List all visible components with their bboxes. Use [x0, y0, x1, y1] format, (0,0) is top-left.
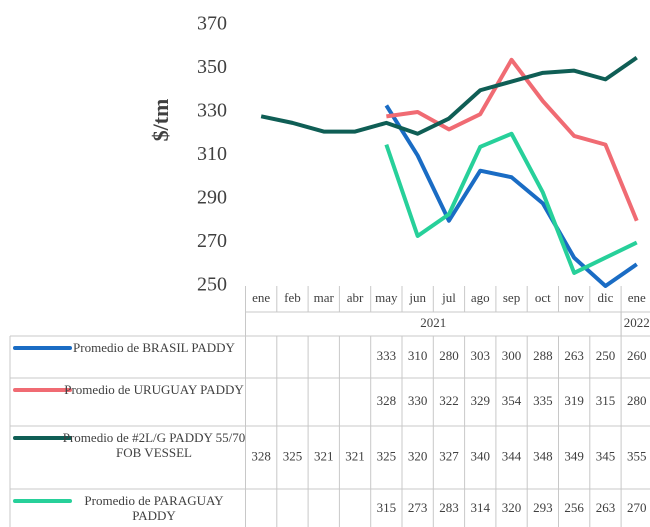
series-line — [384, 131, 638, 275]
table-value: 329 — [471, 393, 491, 408]
year-label: 2022 — [624, 315, 650, 330]
table-value: 303 — [471, 348, 491, 363]
x-tick-label: mar — [314, 290, 335, 305]
y-tick-label: 290 — [197, 187, 227, 209]
y-tick-label: 350 — [197, 56, 227, 78]
table-value: 293 — [533, 500, 553, 515]
table-value: 310 — [408, 348, 428, 363]
legend-label: Promedio de #2L/G PADDY 55/70 FOB VESSEL — [62, 430, 246, 460]
table-value: 263 — [596, 500, 616, 515]
legend-label: Promedio de BRASIL PADDY — [73, 340, 235, 355]
series-line — [386, 57, 639, 222]
table-value: 280 — [627, 393, 647, 408]
series-line — [260, 55, 638, 136]
y-tick-label: 370 — [197, 13, 227, 35]
table-value: 288 — [533, 348, 553, 363]
legend-label: Promedio de PARAGUAY PADDY — [84, 493, 224, 523]
table-value: 260 — [627, 348, 647, 363]
x-tick-label: ago — [471, 290, 490, 305]
table-value: 330 — [408, 393, 428, 408]
table-value: 348 — [533, 448, 553, 463]
table-value: 320 — [408, 448, 428, 463]
table-value: 349 — [564, 448, 584, 463]
table-value: 300 — [502, 348, 522, 363]
table-value: 355 — [627, 448, 647, 463]
legend-entry: Promedio de BRASIL PADDY — [73, 340, 235, 355]
x-tick-label: ene — [252, 290, 270, 305]
year-label: 2021 — [420, 315, 446, 330]
legend-entry: Promedio de PARAGUAY PADDY — [84, 493, 224, 523]
x-tick-label: may — [375, 290, 398, 305]
table-value: 344 — [502, 448, 522, 463]
table-value: 322 — [439, 393, 459, 408]
table-value: 320 — [502, 500, 522, 515]
legend-label: Promedio de URUGUAY PADDY — [64, 382, 244, 397]
x-tick-label: nov — [564, 290, 584, 305]
legend-entry: Promedio de #2L/G PADDY 55/70 FOB VESSEL — [62, 430, 246, 460]
x-tick-label: abr — [347, 290, 364, 305]
x-tick-label: jun — [408, 290, 426, 305]
x-tick-label: oct — [535, 290, 551, 305]
table-value: 328 — [377, 393, 397, 408]
x-tick-label: ene — [628, 290, 646, 305]
y-tick-label: 250 — [197, 274, 227, 296]
table-value: 250 — [596, 348, 616, 363]
table-value: 325 — [283, 448, 303, 463]
x-tick-label: sep — [503, 290, 520, 305]
table-value: 335 — [533, 393, 553, 408]
table-value: 256 — [564, 500, 584, 515]
table-value: 340 — [471, 448, 491, 463]
table-value: 327 — [439, 448, 459, 463]
table-value: 321 — [345, 448, 365, 463]
table-value: 345 — [596, 448, 616, 463]
y-tick-label: 310 — [197, 143, 227, 165]
table-value: 273 — [408, 500, 428, 515]
y-tick-label: 270 — [197, 230, 227, 252]
table-value: 328 — [251, 448, 271, 463]
y-tick-label: 330 — [197, 100, 227, 122]
x-tick-label: jul — [441, 290, 456, 305]
series-line — [384, 104, 638, 288]
x-tick-label: dic — [598, 290, 614, 305]
table-value: 314 — [471, 500, 491, 515]
table-value: 263 — [564, 348, 584, 363]
table-value: 283 — [439, 500, 459, 515]
table-value: 315 — [596, 393, 616, 408]
table-value: 354 — [502, 393, 522, 408]
table-value: 319 — [564, 393, 584, 408]
table-value: 333 — [377, 348, 397, 363]
table-value: 270 — [627, 500, 647, 515]
y-axis-label: $/tm — [148, 99, 173, 142]
x-tick-label: feb — [284, 290, 301, 305]
table-value: 321 — [314, 448, 334, 463]
table-value: 315 — [377, 500, 397, 515]
table-value: 325 — [377, 448, 397, 463]
legend-entry: Promedio de URUGUAY PADDY — [64, 382, 244, 397]
table-value: 280 — [439, 348, 459, 363]
